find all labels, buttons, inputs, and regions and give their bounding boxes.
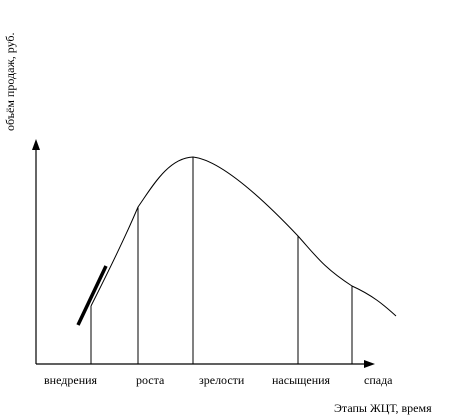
stage-label-maturity: зрелости: [199, 373, 245, 387]
stage-label-introduction: внедрения: [44, 373, 98, 387]
life-cycle-curve: [90, 156, 397, 317]
x-axis-label: Этапы ЖЦТ, время: [334, 401, 432, 415]
stage-label-saturation: насыщения: [272, 373, 331, 387]
stage-label-decline: спада: [364, 373, 393, 387]
y-axis-label: объём продаж, руб.: [3, 32, 17, 131]
stage-label-growth: роста: [136, 373, 165, 387]
introduction-bold-segment: [76, 265, 108, 326]
x-axis-arrow: [364, 360, 375, 368]
y-axis-arrow: [32, 139, 40, 150]
